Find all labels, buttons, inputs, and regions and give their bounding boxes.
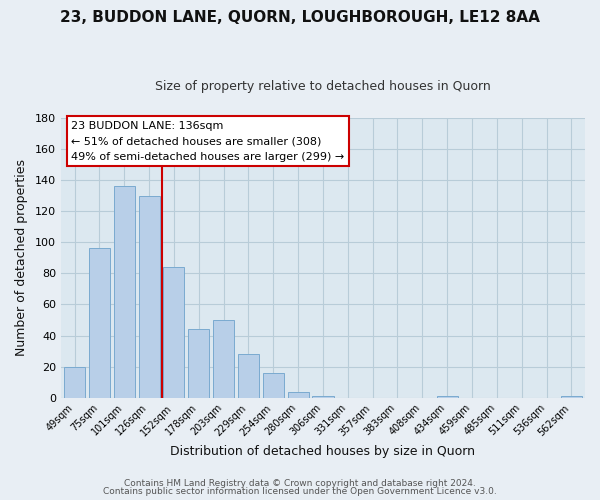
Y-axis label: Number of detached properties: Number of detached properties bbox=[15, 160, 28, 356]
Title: Size of property relative to detached houses in Quorn: Size of property relative to detached ho… bbox=[155, 80, 491, 93]
Text: 23 BUDDON LANE: 136sqm
← 51% of detached houses are smaller (308)
49% of semi-de: 23 BUDDON LANE: 136sqm ← 51% of detached… bbox=[71, 120, 344, 162]
Bar bbox=[313, 396, 334, 398]
X-axis label: Distribution of detached houses by size in Quorn: Distribution of detached houses by size … bbox=[170, 444, 475, 458]
Bar bbox=[238, 354, 259, 398]
Bar bbox=[287, 392, 308, 398]
Bar bbox=[263, 373, 284, 398]
Bar bbox=[561, 396, 582, 398]
Bar bbox=[89, 248, 110, 398]
Bar bbox=[213, 320, 234, 398]
Bar bbox=[188, 330, 209, 398]
Bar bbox=[437, 396, 458, 398]
Text: 23, BUDDON LANE, QUORN, LOUGHBOROUGH, LE12 8AA: 23, BUDDON LANE, QUORN, LOUGHBOROUGH, LE… bbox=[60, 10, 540, 25]
Bar bbox=[163, 267, 184, 398]
Text: Contains public sector information licensed under the Open Government Licence v3: Contains public sector information licen… bbox=[103, 488, 497, 496]
Bar bbox=[64, 366, 85, 398]
Bar bbox=[114, 186, 135, 398]
Bar bbox=[139, 196, 160, 398]
Text: Contains HM Land Registry data © Crown copyright and database right 2024.: Contains HM Land Registry data © Crown c… bbox=[124, 478, 476, 488]
